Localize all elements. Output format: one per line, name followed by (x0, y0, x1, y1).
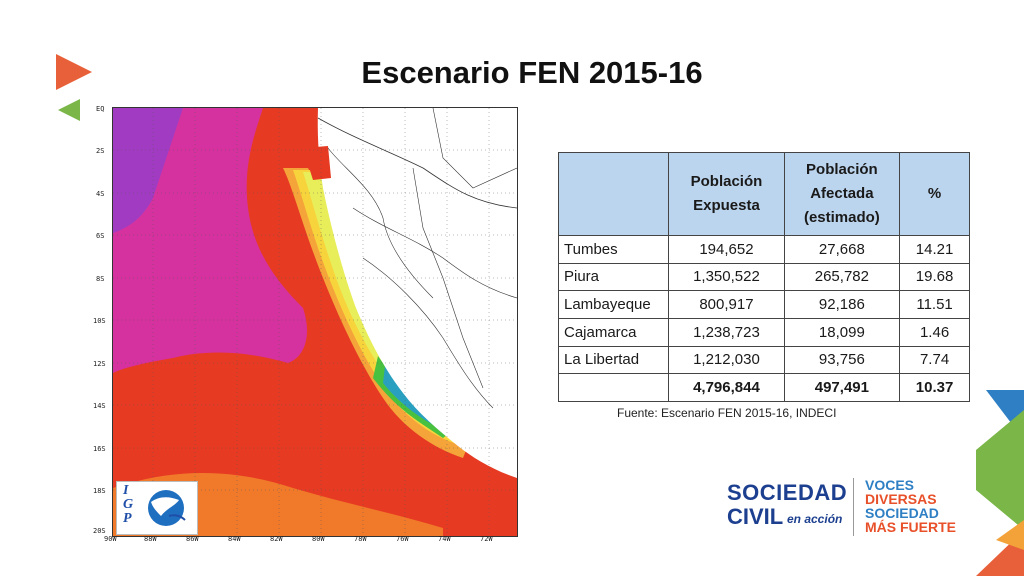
header-pct: % (899, 152, 970, 236)
lon-label: 84W (228, 535, 241, 543)
brand-mas-fuerte: MÁS FUERTE (865, 519, 956, 535)
cell-pct: 14.21 (899, 235, 970, 264)
lon-label: 74W (438, 535, 451, 543)
lat-label: 18S (93, 487, 106, 495)
lon-label: 72W (480, 535, 493, 543)
affected-population-table: Población Expuesta Población Afectada (e… (557, 152, 970, 402)
table-header-row: Población Expuesta Población Afectada (e… (557, 152, 970, 236)
cell-afectada: 265,782 (783, 262, 901, 292)
table-row: Tumbes 194,652 27,668 14.21 (557, 235, 970, 264)
lat-label: 8S (96, 275, 105, 283)
table-total-row: 4,796,844 497,491 10.37 (557, 373, 970, 402)
brand-voces: VOCES (865, 477, 915, 493)
lat-label: 20S (93, 527, 106, 535)
cell-pct: 19.68 (899, 262, 970, 292)
brand-sociedad-2: SOCIEDAD (865, 505, 939, 521)
lon-label: 86W (186, 535, 199, 543)
lon-label: 90W (104, 535, 117, 543)
header-expuesta: Población Expuesta (668, 152, 785, 236)
cell-pct: 1.46 (899, 317, 970, 347)
cell-region: La Libertad (557, 345, 670, 375)
cell-afectada: 18,099 (783, 317, 901, 347)
header-region (557, 152, 670, 236)
lon-label: 80W (312, 535, 325, 543)
brand-diversas: DIVERSAS (865, 491, 937, 507)
cell-region: Cajamarca (557, 317, 670, 347)
map-image (113, 108, 517, 536)
cell-region: Tumbes (557, 235, 670, 264)
lon-label: 88W (144, 535, 157, 543)
header-afectada: Población Afectada (estimado) (783, 152, 901, 236)
cell-expuesta: 194,652 (668, 235, 785, 264)
brand-en-accion: en acción (787, 512, 843, 526)
green-triangle-decoration (58, 99, 80, 121)
cell-pct: 7.74 (899, 345, 970, 375)
cell-region: Lambayeque (557, 290, 670, 319)
cell-afectada: 27,668 (783, 235, 901, 264)
lat-label: 10S (93, 317, 106, 325)
brand-divider (853, 478, 854, 536)
table-row: Lambayeque 800,917 92,186 11.51 (557, 290, 970, 319)
cell-expuesta: 1,350,522 (668, 262, 785, 292)
lon-label: 76W (396, 535, 409, 543)
table-row: Cajamarca 1,238,723 18,099 1.46 (557, 317, 970, 347)
lon-label: 82W (270, 535, 283, 543)
cell-afectada: 93,756 (783, 345, 901, 375)
lat-label: 4S (96, 190, 105, 198)
cell-total-label (557, 373, 670, 402)
cell-total-afectada: 497,491 (783, 373, 901, 402)
cell-region: Piura (557, 262, 670, 292)
cell-afectada: 92,186 (783, 290, 901, 319)
brand-civil: CIVIL (727, 504, 784, 529)
slide-title: Escenario FEN 2015-16 (361, 55, 703, 90)
lat-label: 2S (96, 147, 105, 155)
igp-logo-letters: I G P (123, 483, 134, 526)
lat-label: 14S (93, 402, 106, 410)
cell-expuesta: 1,212,030 (668, 345, 785, 375)
sociedad-civil-logo: SOCIEDAD CIVIL en acción VOCES DIVERSAS … (727, 478, 967, 538)
cell-total-pct: 10.37 (899, 373, 970, 402)
brand-sociedad: SOCIEDAD (727, 480, 848, 505)
lat-label: 6S (96, 232, 105, 240)
table-row: Piura 1,350,522 265,782 19.68 (557, 262, 970, 292)
lat-label: 16S (93, 445, 106, 453)
orange-triangle-decoration (56, 54, 92, 90)
globe-icon (148, 490, 186, 526)
source-note: Fuente: Escenario FEN 2015-16, INDECI (617, 406, 837, 420)
lat-label: EQ (96, 105, 105, 113)
cell-total-expuesta: 4,796,844 (668, 373, 785, 402)
sst-anomaly-map: EQ 2S 4S 6S 8S 10S 12S 14S 16S 18S 20S 9… (92, 105, 520, 543)
right-edge-decoration (976, 390, 1024, 576)
lon-label: 78W (354, 535, 367, 543)
table-row: La Libertad 1,212,030 93,756 7.74 (557, 345, 970, 375)
lat-label: 12S (93, 360, 106, 368)
cell-expuesta: 1,238,723 (668, 317, 785, 347)
igp-logo: I G P (116, 481, 198, 535)
map-frame (112, 107, 518, 537)
cell-expuesta: 800,917 (668, 290, 785, 319)
cell-pct: 11.51 (899, 290, 970, 319)
